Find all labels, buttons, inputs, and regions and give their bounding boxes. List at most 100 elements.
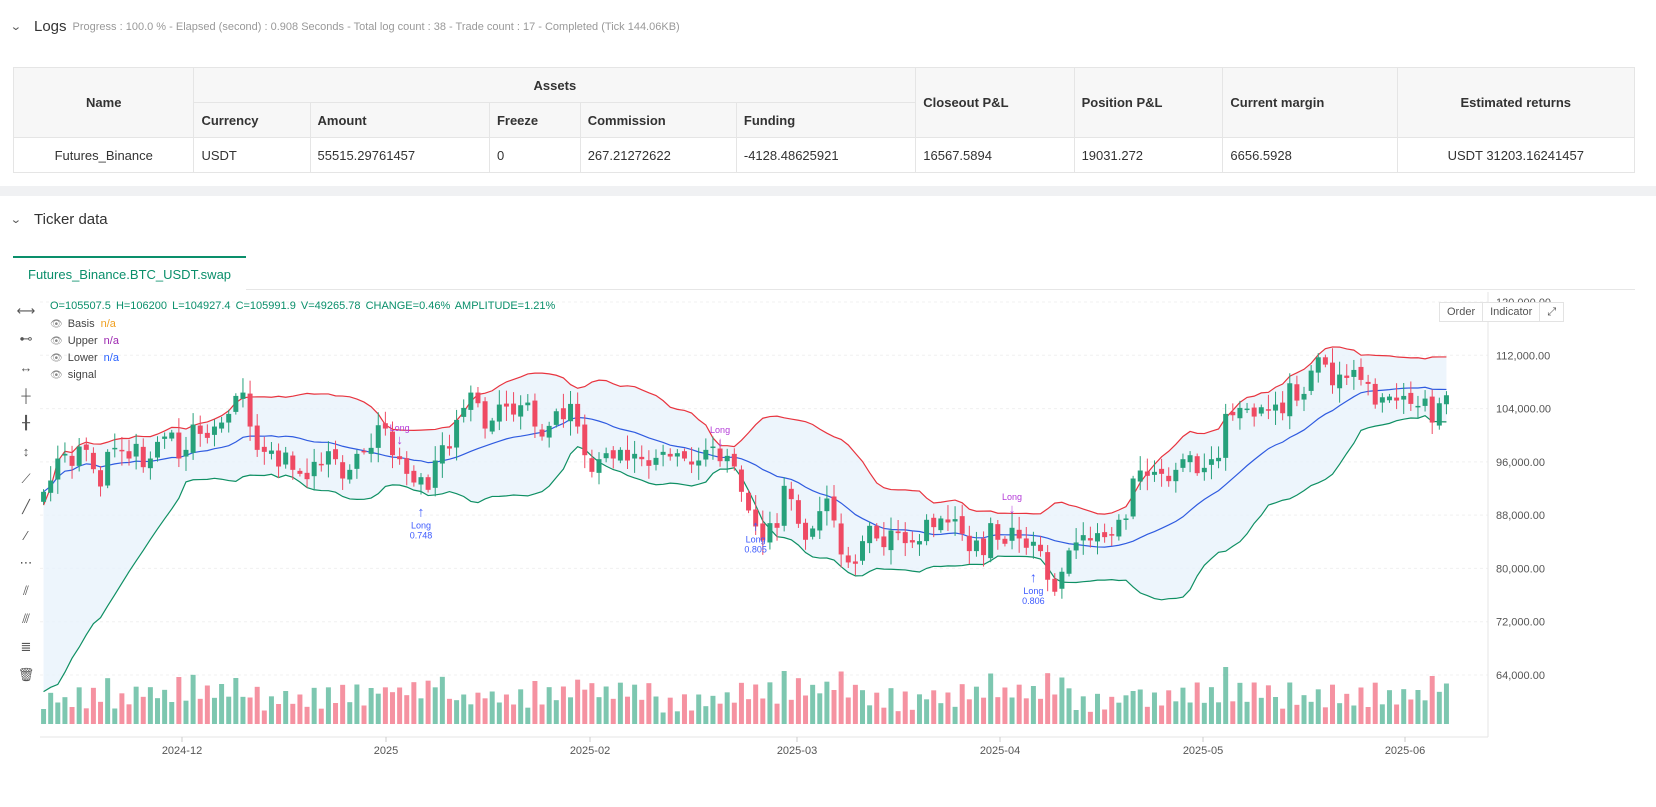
volume-bar [660,712,666,724]
volume-bar [852,684,858,724]
candle-body [397,456,403,460]
lower-band-line [43,414,1447,693]
volume-bar [375,693,381,724]
cell-closeout: 16567.5894 [915,137,1075,173]
logs-header[interactable]: ⌄ Logs Progress : 100.0 % - Elapsed (sec… [9,18,680,35]
segment-icon[interactable]: ⁄ [24,527,28,543]
volume-bar [276,704,282,724]
price-chart[interactable]: 120,000.00112,000.00104,000.0096,000.008… [0,292,1656,807]
legend-basis[interactable]: 👁 Basis n/a [50,318,116,330]
candle-body [546,425,552,438]
volume-bar [90,687,96,724]
eye-icon[interactable]: 👁 [50,335,63,347]
volume-bar [1408,699,1414,724]
pitchfork-icon[interactable]: ⫻ [22,611,30,626]
candle-body [952,519,958,522]
eye-icon[interactable]: 👁 [50,352,63,364]
volume-bar [105,678,111,724]
candle-body [1273,404,1279,411]
candle-body [1059,571,1065,589]
vertical-ray-icon[interactable]: ↕ [22,443,30,459]
tab-btc-usdt-swap[interactable]: Futures_Binance.BTC_USDT.swap [13,256,247,290]
candle-body [703,449,709,460]
trend-line-icon[interactable]: ⟋ [21,471,31,486]
volume-bar [83,708,89,724]
candle-body [1095,533,1100,542]
table-row: Futures_Binance USDT 55515.29761457 0 26… [12,137,1635,173]
volume-bar [1251,682,1257,724]
col-name: Name [12,67,195,138]
candle-body [1301,393,1307,400]
candle-body [881,536,887,548]
candle-body [133,443,139,457]
candle-body [204,432,210,438]
x-tick-label: 2024-12 [162,745,202,757]
chart-area[interactable]: 120,000.00112,000.00104,000.0096,000.008… [0,292,1656,807]
volume-bar [1265,685,1271,724]
eye-icon[interactable]: 👁 [50,369,63,381]
volume-bar [1016,684,1022,724]
legend-signal[interactable]: 👁 signal [50,369,96,381]
candle-body [1180,459,1186,468]
volume-bar [55,702,61,724]
legend-basis-value: n/a [100,318,116,330]
drawing-toolbar: ⟷ ⊷ ↔ ┼ ╂ ↕ ⟋ ╱ ⁄ ⋯ ⫽ ⫻ ≣ 🗑 [14,300,40,692]
candle-body [1045,552,1051,580]
legend-upper-value: n/a [103,335,119,347]
candle-body [489,420,495,432]
col-position: Position P&L [1073,67,1224,138]
volume-bar [1102,709,1108,724]
horizontal-ray-icon[interactable]: ↔ [19,359,33,375]
fib-retracement-icon[interactable]: ≣ [20,639,32,654]
candle-body [610,450,616,459]
candle-body [268,450,274,454]
candle-body [48,480,54,493]
volume-bar [411,682,417,724]
volume-bar [1009,697,1015,724]
candle-body [1258,407,1264,414]
candle-body [1216,457,1222,462]
vertical-line-icon[interactable]: ┼ [21,387,31,403]
volume-bar [674,711,680,724]
volume-bar [838,671,844,724]
expand-icon[interactable]: ⤢ [1539,302,1565,322]
volume-bar [226,696,232,724]
indicator-button[interactable]: Indicator [1482,302,1541,322]
volume-bar [126,704,132,724]
trash-icon[interactable]: 🗑 [17,667,35,682]
volume-bar [924,699,930,724]
candle-body [973,540,979,552]
parallel-channel-icon[interactable]: ⫽ [23,583,29,598]
horizontal-line-icon[interactable]: ⟷ [16,303,36,318]
legend-lower[interactable]: 👁 Lower n/a [50,352,119,364]
volume-bar [1166,690,1172,724]
volume-bar [511,704,517,724]
legend-upper[interactable]: 👁 Upper n/a [50,335,119,347]
extended-line-icon[interactable]: ╱ [22,499,30,514]
candle-body [1102,532,1108,538]
chevron-down-icon[interactable]: ⌄ [9,214,22,226]
volume-bar [1116,702,1122,724]
long-label: Long [411,520,431,530]
candle-body [1066,550,1072,574]
order-button[interactable]: Order [1439,302,1484,322]
volume-bar [162,689,168,724]
candle-body [240,392,246,399]
candle-body [959,516,965,534]
ray-icon[interactable]: ⊷ [19,331,33,346]
eye-icon[interactable]: 👁 [50,318,63,330]
volume-bar [183,700,189,724]
ticker-title: Ticker data [34,211,108,228]
candle-body [432,460,438,488]
price-range-icon[interactable]: ⋯ [19,555,33,570]
volume-bar [503,694,509,724]
candle-body [710,446,716,449]
chevron-down-icon[interactable]: ⌄ [9,21,22,33]
volume-bar [667,697,673,724]
candle-body [297,470,303,474]
candle-body [361,450,367,453]
ticker-header[interactable]: ⌄ Ticker data [9,211,108,228]
volume-bar [1144,706,1150,724]
cross-line-icon[interactable]: ╂ [22,415,30,430]
volume-bar [404,695,410,724]
